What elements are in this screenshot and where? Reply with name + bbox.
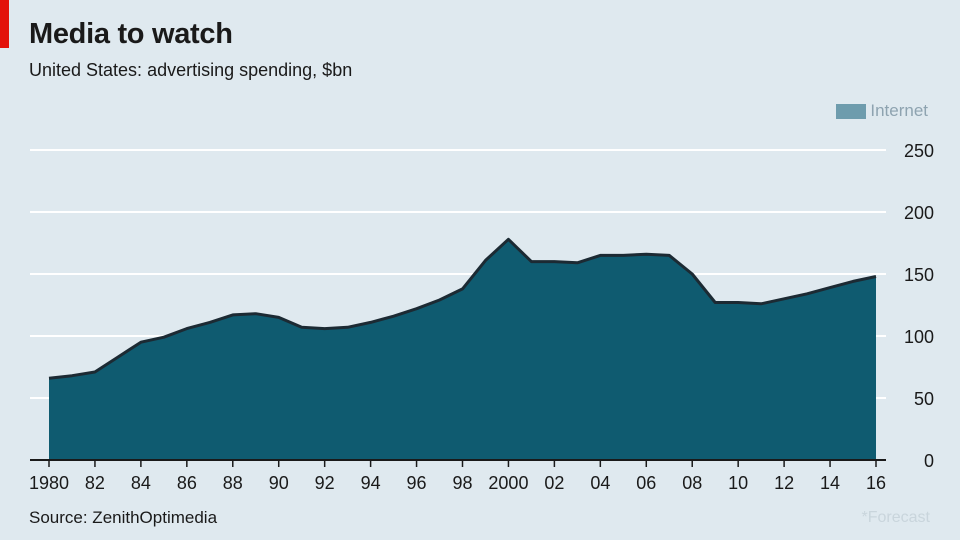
x-tick-label-1980: 1980 [29, 473, 69, 493]
x-tick-label-2004: 04 [590, 473, 610, 493]
x-tick-label-2000: 2000 [488, 473, 528, 493]
area-top-line [48, 237, 877, 380]
x-tick-label-1994: 94 [361, 473, 381, 493]
x-tick-label-2006: 06 [636, 473, 656, 493]
x-tick-label-1982: 82 [85, 473, 105, 493]
x-tick-label-1998: 98 [452, 473, 472, 493]
y-tick-label-200: 200 [904, 203, 934, 223]
x-tick-label-1988: 88 [223, 473, 243, 493]
y-tick-label-100: 100 [904, 327, 934, 347]
brand-accent-tab [0, 0, 9, 48]
x-tick-label-2002: 02 [544, 473, 564, 493]
x-tick-label-1986: 86 [177, 473, 197, 493]
chart-legend: Internet [836, 101, 928, 121]
x-tick-label-1984: 84 [131, 473, 151, 493]
x-tick-label-2010: 10 [728, 473, 748, 493]
legend-swatch [836, 103, 867, 119]
y-tick-label-0: 0 [924, 451, 934, 471]
y-tick-label-250: 250 [904, 141, 934, 161]
x-tick-label-2012: 12 [774, 473, 794, 493]
source-note: Source: ZenithOptimedia [29, 508, 218, 527]
x-tick-label-1992: 92 [315, 473, 335, 493]
area-series [49, 239, 876, 460]
legend-label-internet: Internet [870, 101, 928, 120]
x-tick-label-2008: 08 [682, 473, 702, 493]
forecast-footnote: *Forecast [861, 509, 930, 526]
x-tick-label-2014: 14 [820, 473, 840, 493]
x-tick-label-1990: 90 [269, 473, 289, 493]
chart-title: Media to watch [29, 18, 233, 50]
x-tick-label-1996: 96 [407, 473, 427, 493]
x-tick-label-2016: 16 [866, 473, 886, 493]
y-tick-label-50: 50 [914, 389, 934, 409]
y-tick-label-150: 150 [904, 265, 934, 285]
chart-subtitle: United States: advertising spending, $bn [29, 60, 353, 80]
